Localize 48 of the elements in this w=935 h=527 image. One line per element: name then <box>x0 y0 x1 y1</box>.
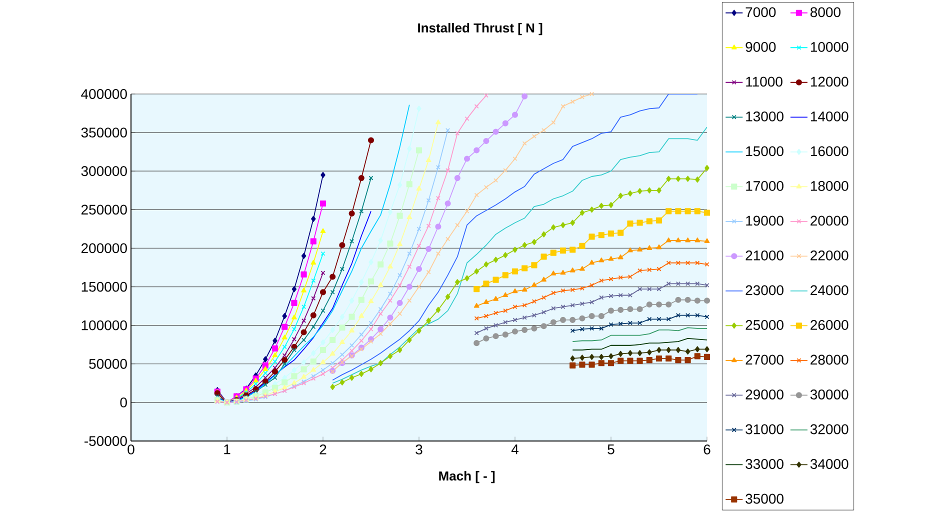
legend-label: 28000 <box>810 354 848 365</box>
legend-label: 15000 <box>746 146 784 156</box>
y-tick-label: 50000 <box>89 358 127 369</box>
legend-label: 14000 <box>810 111 848 122</box>
legend-label: 17000 <box>746 181 784 191</box>
y-tick-label: 300000 <box>81 166 127 176</box>
x-tick-label: 5 <box>608 444 614 454</box>
legend-label: 21000 <box>746 250 784 260</box>
y-tick-label: 400000 <box>81 89 127 99</box>
x-tick-label: 6 <box>704 444 710 454</box>
legend-label: 20000 <box>810 216 848 226</box>
legend-label: 18000 <box>810 181 848 191</box>
legend-label: 16000 <box>810 146 848 156</box>
y-tick-label: 250000 <box>81 204 127 215</box>
legend-label: 8000 <box>810 7 840 18</box>
y-tick-label: 150000 <box>82 282 127 292</box>
legend-label: 23000 <box>746 285 784 296</box>
legend-label: 19000 <box>746 216 784 226</box>
legend-label: 35000 <box>746 494 784 504</box>
legend-label: 27000 <box>746 354 784 365</box>
x-axis-title: Mach [ - ] <box>439 471 495 484</box>
legend-label: 31000 <box>746 424 784 434</box>
legend-label: 12000 <box>810 76 848 87</box>
legend-label: 30000 <box>810 390 848 400</box>
x-tick-label: 3 <box>416 444 422 454</box>
x-tick-label: 4 <box>511 444 518 454</box>
legend-label: 11000 <box>746 76 782 87</box>
y-tick-label: 0 <box>120 397 127 408</box>
legend-label: 25000 <box>746 320 784 330</box>
legend-label: 34000 <box>810 459 848 469</box>
legend-label: 33000 <box>746 459 784 469</box>
y-tick-label: 200000 <box>81 243 127 254</box>
legend-label: 22000 <box>810 250 848 260</box>
legend-label: 9000 <box>746 42 776 52</box>
legend-label: 29000 <box>746 390 784 400</box>
legend-label: 24000 <box>810 285 848 296</box>
x-tick-label: 2 <box>320 444 326 454</box>
legend-label: 10000 <box>810 42 848 52</box>
legend-label: 32000 <box>810 424 848 434</box>
chart-title: Installed Thrust [ N ] <box>418 22 542 36</box>
legend-label: 7000 <box>746 7 776 18</box>
y-tick-label: 100000 <box>82 320 127 330</box>
legend-label: 26000 <box>810 320 848 330</box>
x-tick-label: 1 <box>224 444 230 454</box>
y-tick-label: -50000 <box>84 436 127 446</box>
y-tick-label: 350000 <box>81 128 127 138</box>
x-tick-label: 0 <box>128 444 134 454</box>
legend-label: 13000 <box>746 111 784 122</box>
